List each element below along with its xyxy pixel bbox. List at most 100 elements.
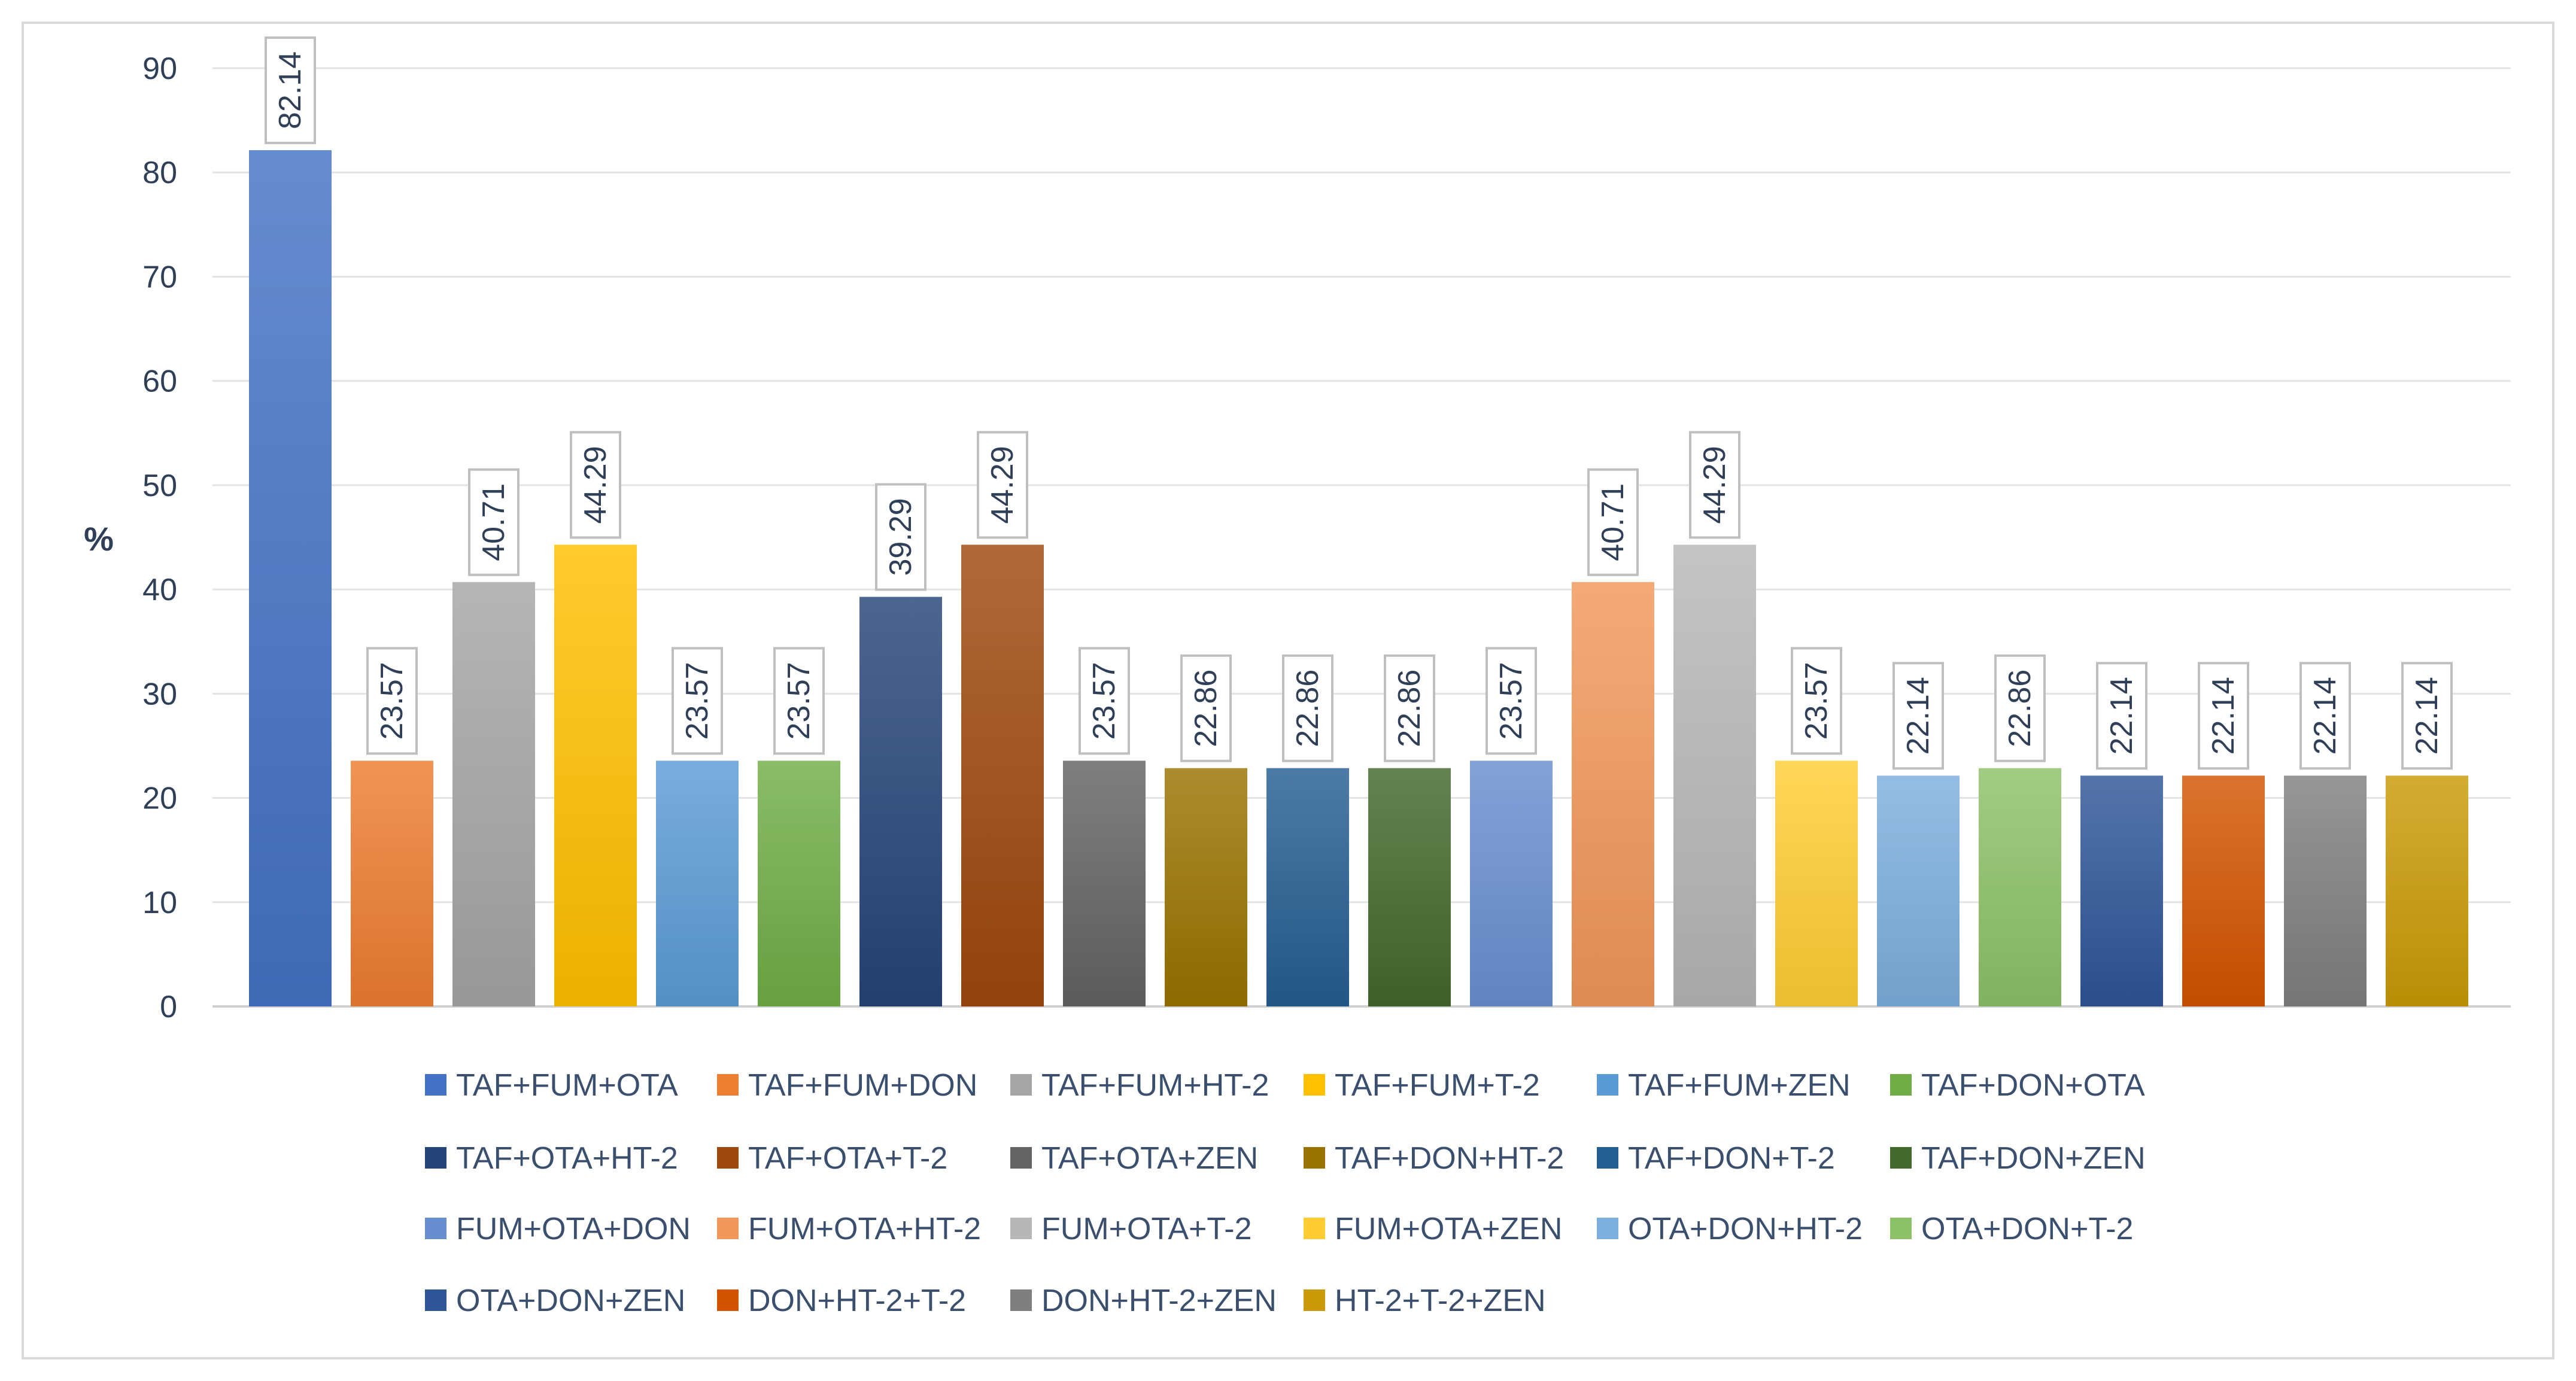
data-label: 22.14 [1892, 662, 1944, 770]
legend-label: TAF+OTA+ZEN [1041, 1141, 1258, 1176]
legend-swatch [1304, 1074, 1325, 1096]
y-tick-label: 30 [142, 677, 177, 711]
data-label: 22.86 [1994, 654, 2046, 762]
bar [351, 761, 433, 1006]
bar [656, 761, 739, 1006]
y-tick-label: 60 [142, 364, 177, 399]
legend-label: TAF+DON+T-2 [1628, 1141, 1835, 1176]
legend-item: TAF+FUM+T-2 [1304, 1068, 1540, 1103]
data-label-box [1791, 647, 1842, 755]
legend-label: FUM+OTA+HT-2 [748, 1212, 981, 1246]
legend-label: TAF+FUM+OTA [456, 1068, 678, 1103]
legend-item: TAF+FUM+HT-2 [1010, 1068, 1269, 1103]
legend-swatch [1010, 1218, 1032, 1239]
legend-swatch [1010, 1074, 1032, 1096]
bar [1368, 768, 1451, 1006]
bar [1572, 582, 1654, 1006]
data-labels: 82.14 23.57 40.71 44.29 23.57 23.57 39.29 44.29… [265, 36, 2453, 770]
bar [1877, 775, 1960, 1006]
bar [1063, 761, 1146, 1006]
legend-label: TAF+DON+HT-2 [1335, 1141, 1564, 1176]
data-label-text: 23.57 [1494, 662, 1529, 740]
data-label: 23.57 [1486, 647, 1537, 755]
data-label-box [2299, 662, 2351, 770]
data-label-box [1282, 654, 1333, 762]
y-tick-label: 10 [142, 886, 177, 920]
bar [1470, 761, 1553, 1006]
data-label: 23.57 [1791, 647, 1842, 755]
legend-item: TAF+OTA+HT-2 [425, 1141, 678, 1176]
legend-swatch [717, 1074, 739, 1096]
legend-swatch [1890, 1074, 1912, 1096]
legend-label: FUM+OTA+ZEN [1335, 1212, 1562, 1246]
y-tick-label: 80 [142, 156, 177, 190]
y-tick-label: 40 [142, 573, 177, 607]
data-label-text: 40.71 [476, 483, 511, 561]
bar [2080, 775, 2163, 1006]
legend-label: FUM+OTA+T-2 [1041, 1212, 1252, 1246]
y-tick-label: 90 [142, 51, 177, 86]
legend-label: TAF+FUM+HT-2 [1041, 1068, 1269, 1103]
legend-swatch [1890, 1147, 1912, 1169]
data-label: 23.57 [366, 647, 418, 755]
legend-item: TAF+DON+OTA [1890, 1068, 2145, 1103]
bar [961, 545, 1044, 1006]
data-label: 22.14 [2096, 662, 2147, 770]
legend-item: HT-2+T-2+ZEN [1304, 1283, 1546, 1318]
bars [249, 150, 2468, 1006]
legend-item: DON+HT-2+T-2 [717, 1283, 966, 1318]
data-label-text: 23.57 [680, 662, 715, 740]
data-label: 23.57 [672, 647, 723, 755]
legend-swatch [1597, 1218, 1618, 1239]
legend-label: OTA+DON+HT-2 [1628, 1212, 1863, 1246]
data-label-text: 44.29 [578, 446, 613, 524]
bar [1266, 768, 1349, 1006]
legend-label: TAF+FUM+T-2 [1335, 1068, 1540, 1103]
data-label-text: 23.57 [1799, 662, 1834, 740]
data-label-text: 23.57 [1087, 662, 1122, 740]
legend-swatch [425, 1289, 446, 1311]
data-label-text: 23.57 [375, 662, 409, 740]
legend-swatch [425, 1074, 446, 1096]
legend-item: TAF+DON+T-2 [1597, 1141, 1835, 1176]
data-label-box [1892, 662, 1944, 770]
data-label-text: 40.71 [1596, 483, 1630, 561]
data-label-text: 22.86 [2003, 670, 2037, 747]
data-label-box [875, 483, 926, 591]
legend-swatch [1597, 1147, 1618, 1169]
legend-swatch [1890, 1218, 1912, 1239]
legend-item: FUM+OTA+T-2 [1010, 1212, 1252, 1246]
data-label-box [1079, 647, 1130, 755]
data-label: 44.29 [977, 431, 1028, 539]
legend-item: DON+HT-2+ZEN [1010, 1283, 1277, 1318]
y-tick-label: 0 [160, 990, 177, 1024]
data-label: 39.29 [875, 483, 926, 591]
data-label-text: 44.29 [985, 446, 1020, 524]
data-label-box [977, 431, 1028, 539]
y-tick-label: 20 [142, 781, 177, 816]
data-label: 22.86 [1282, 654, 1333, 762]
legend-label: OTA+DON+ZEN [456, 1283, 685, 1318]
legend-label: TAF+FUM+ZEN [1628, 1068, 1851, 1103]
legend-swatch [425, 1147, 446, 1169]
legend-label: TAF+OTA+T-2 [748, 1141, 947, 1176]
legend-swatch [1304, 1218, 1325, 1239]
data-label-box [773, 647, 825, 755]
data-label: 82.14 [265, 36, 316, 144]
legend-item: FUM+OTA+ZEN [1304, 1212, 1562, 1246]
data-label-text: 82.14 [273, 51, 308, 129]
bar [758, 761, 840, 1006]
legend-label: TAF+DON+ZEN [1921, 1141, 2146, 1176]
legend-swatch [1304, 1289, 1325, 1311]
legend-swatch [1597, 1074, 1618, 1096]
legend-item: TAF+DON+HT-2 [1304, 1141, 1564, 1176]
legend-swatch [717, 1218, 739, 1239]
data-label-box [2198, 662, 2249, 770]
y-axis: 0 10 20 30 40 50 60 70 80 90 [142, 51, 177, 1024]
legend-item: TAF+FUM+OTA [425, 1068, 678, 1103]
data-label: 22.86 [1384, 654, 1435, 762]
data-label-box [1689, 431, 1740, 539]
data-label-text: 22.86 [1392, 670, 1427, 747]
data-label-box [265, 36, 316, 144]
